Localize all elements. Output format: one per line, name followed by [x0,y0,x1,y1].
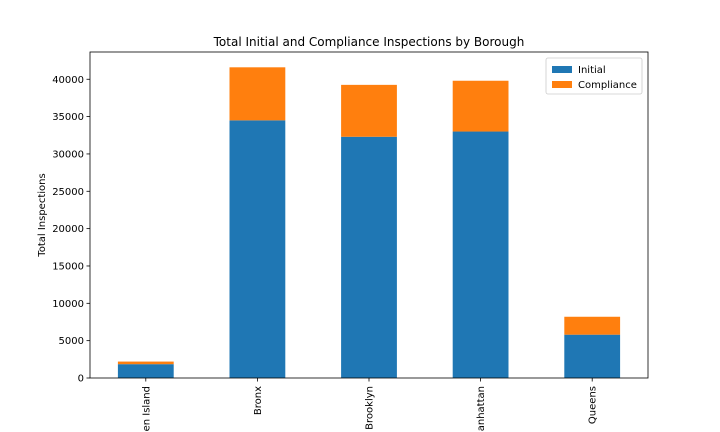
y-tick-label-3: 15000 [52,261,84,272]
legend-label-initial: Initial [578,65,606,76]
bar-initial-4 [564,334,621,378]
y-tick-label-8: 40000 [52,75,84,86]
x-tick-label-2: Brooklyn [365,386,376,430]
bar-compliance-2 [341,84,397,137]
bars-layer [117,67,621,378]
bar-compliance-3 [452,80,509,132]
x-tick-label-3: anhattan [476,386,487,431]
bar-compliance-0 [117,361,174,365]
legend: Initial Compliance [545,57,643,95]
bar-compliance-4 [564,316,621,335]
bar-compliance-1 [229,67,286,121]
y-tick-label-7: 35000 [52,112,84,123]
legend-swatch-compliance [552,81,572,88]
chart-title: Total Initial and Compliance Inspections… [213,35,525,49]
y-tick-label-5: 25000 [52,187,84,198]
y-axis-label: Total Inspections [37,173,48,257]
x-tick-label-0: en Island [141,386,152,431]
bar-initial-3 [452,131,509,378]
y-tick-label-2: 10000 [52,299,84,310]
y-tick-label-0: 0 [78,374,84,385]
bar-initial-2 [341,136,397,378]
x-tick-label-4: Queens [588,386,599,424]
legend-swatch-initial [552,66,572,73]
legend-label-compliance: Compliance [578,80,637,91]
y-tick-label-1: 5000 [59,336,84,347]
y-tick-label-6: 30000 [52,149,84,160]
y-tick-label-4: 20000 [52,224,84,235]
x-tick-label-1: Bronx [253,386,264,415]
bar-initial-0 [117,364,174,378]
axes-layer: 0 5000 10000 15000 20000 25000 30000 35000 40000… [52,51,649,431]
bar-initial-1 [229,120,286,378]
